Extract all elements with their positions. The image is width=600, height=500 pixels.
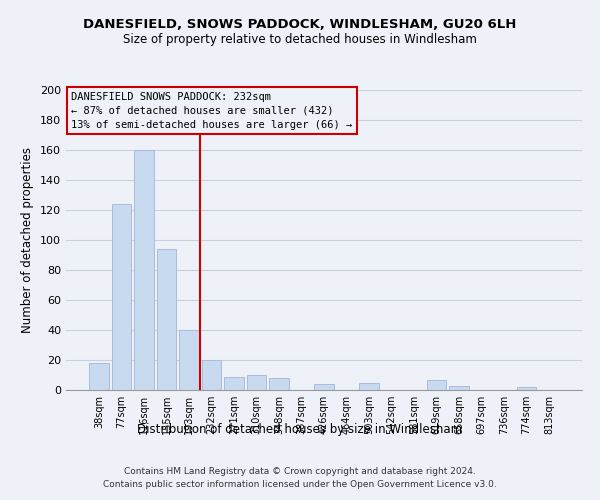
- Bar: [89, 363, 109, 390]
- Bar: [134, 150, 154, 390]
- Y-axis label: Number of detached properties: Number of detached properties: [22, 147, 34, 333]
- Text: Contains HM Land Registry data © Crown copyright and database right 2024.: Contains HM Land Registry data © Crown c…: [124, 468, 476, 476]
- Bar: [202, 360, 221, 390]
- Bar: [449, 386, 469, 390]
- Text: Contains public sector information licensed under the Open Government Licence v3: Contains public sector information licen…: [103, 480, 497, 489]
- Bar: [224, 376, 244, 390]
- Text: Distribution of detached houses by size in Windlesham: Distribution of detached houses by size …: [137, 422, 463, 436]
- Bar: [427, 380, 446, 390]
- Bar: [112, 204, 131, 390]
- Text: Size of property relative to detached houses in Windlesham: Size of property relative to detached ho…: [123, 32, 477, 46]
- Bar: [157, 249, 176, 390]
- Bar: [247, 375, 266, 390]
- Text: DANESFIELD SNOWS PADDOCK: 232sqm
← 87% of detached houses are smaller (432)
13% : DANESFIELD SNOWS PADDOCK: 232sqm ← 87% o…: [71, 92, 352, 130]
- Bar: [517, 387, 536, 390]
- Bar: [359, 382, 379, 390]
- Bar: [269, 378, 289, 390]
- Bar: [314, 384, 334, 390]
- Text: DANESFIELD, SNOWS PADDOCK, WINDLESHAM, GU20 6LH: DANESFIELD, SNOWS PADDOCK, WINDLESHAM, G…: [83, 18, 517, 30]
- Bar: [179, 330, 199, 390]
